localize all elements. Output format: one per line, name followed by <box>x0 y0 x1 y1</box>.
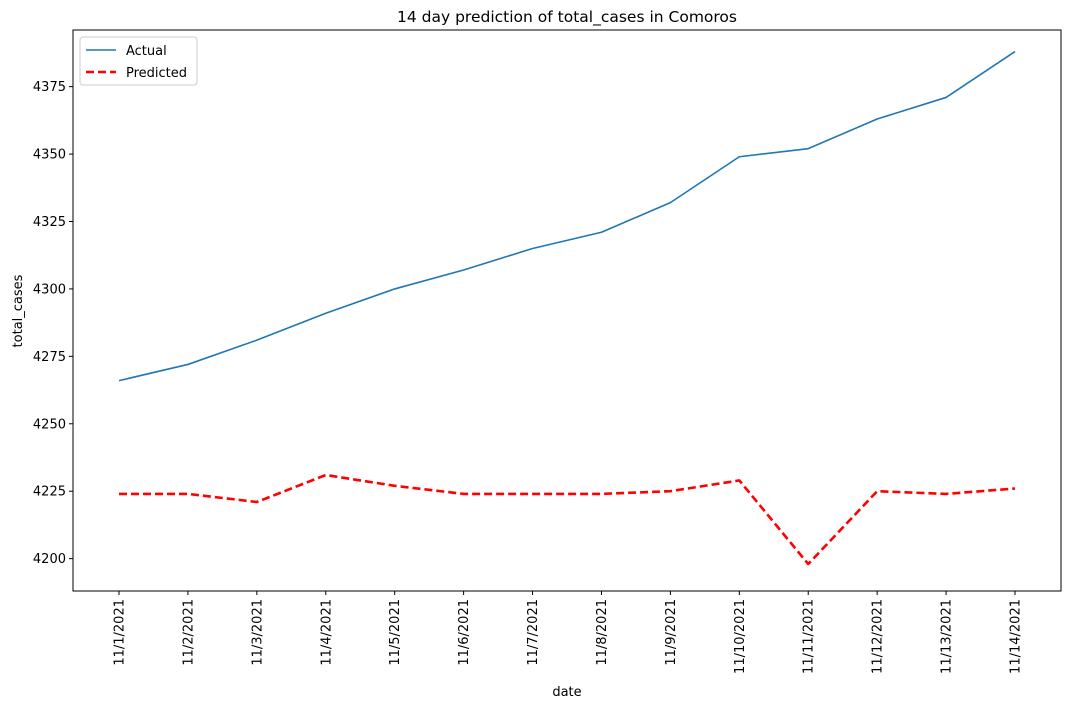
x-tick-label: 11/8/2021 <box>595 599 610 666</box>
x-tick-label: 11/6/2021 <box>457 599 472 666</box>
series-line-actual <box>118 50 1016 382</box>
x-axis-title: date <box>552 685 581 700</box>
y-tick-label: 4300 <box>33 282 66 297</box>
y-tick-label: 4350 <box>33 148 66 163</box>
x-tick-label: 11/1/2021 <box>113 599 128 666</box>
y-tick-label: 4250 <box>33 417 66 432</box>
x-tick-label: 11/13/2021 <box>940 599 955 674</box>
x-tick-label: 11/4/2021 <box>319 599 334 666</box>
plot-frame <box>72 29 1062 592</box>
y-axis: 4200 4225 4250 4275 4300 4325 4350 4375 <box>33 80 73 567</box>
legend-label-predicted: Predicted <box>126 66 187 81</box>
y-tick-label: 4275 <box>33 350 66 365</box>
legend-box <box>79 36 198 86</box>
x-tick-label: 11/14/2021 <box>1009 599 1024 674</box>
legend: Actual Predicted <box>79 36 198 86</box>
x-tick-label: 11/10/2021 <box>733 599 748 674</box>
x-tick-label: 11/3/2021 <box>250 599 265 666</box>
legend-label-actual: Actual <box>126 44 167 59</box>
x-tick-label: 11/12/2021 <box>871 599 886 674</box>
y-tick-label: 4225 <box>33 485 66 500</box>
x-tick-label: 11/2/2021 <box>181 599 196 666</box>
x-axis: 11/1/2021 11/2/2021 11/3/2021 11/4/2021 11/5… <box>113 591 1024 674</box>
y-tick-label: 4375 <box>33 80 66 95</box>
y-tick-label: 4325 <box>33 215 66 230</box>
x-tick-label: 11/11/2021 <box>802 599 817 674</box>
x-tick-label: 11/5/2021 <box>388 599 403 666</box>
chart-title: 14 day prediction of total_cases in Como… <box>397 8 737 27</box>
x-tick-label: 11/9/2021 <box>664 599 679 666</box>
x-tick-label: 11/7/2021 <box>526 599 541 666</box>
y-tick-label: 4200 <box>33 552 66 567</box>
series-line-predicted <box>119 473 1016 566</box>
y-axis-title: total_cases <box>11 274 26 347</box>
series-layer <box>118 50 1016 566</box>
